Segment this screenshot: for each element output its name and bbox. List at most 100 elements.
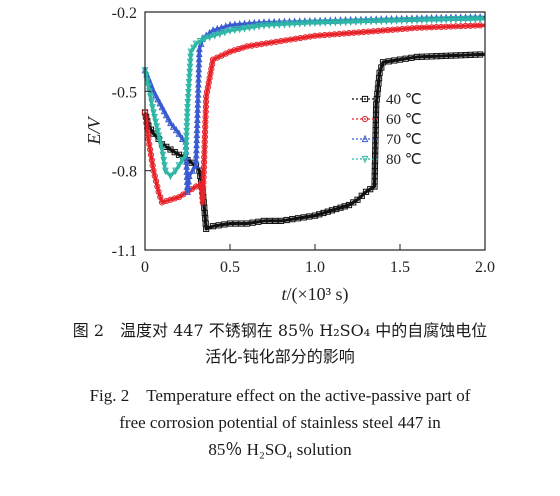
data-point (195, 74, 202, 83)
caption-en-line3: 85％ H₂SO₄ solution (208, 440, 352, 459)
data-point (413, 16, 421, 25)
y-axis-label: E/V (84, 116, 104, 146)
data-point (192, 183, 200, 190)
data-point (457, 15, 465, 24)
data-point (291, 20, 298, 29)
data-point (148, 98, 155, 107)
data-point (347, 18, 355, 27)
data-point (358, 192, 365, 199)
data-point (239, 44, 246, 51)
y-tick-label: -0.2 (112, 5, 137, 22)
data-point (193, 125, 201, 134)
data-point (195, 49, 203, 58)
legend-label: 40 ℃ (386, 92, 422, 108)
data-point (189, 166, 196, 174)
data-point (149, 104, 156, 112)
data-point (194, 95, 202, 103)
data-point (354, 196, 361, 203)
data-point (372, 17, 380, 26)
data-point (226, 27, 234, 35)
data-point (153, 123, 161, 131)
series-line (143, 52, 486, 231)
data-point (192, 155, 200, 164)
data-point (158, 102, 166, 111)
data-point (341, 203, 348, 210)
x-tick-label: 1.0 (305, 259, 325, 276)
tick-layer: 0 0.5 1.0 1.5 2.0 -1.1 -0.8 -0.5 -0.2 (112, 5, 495, 276)
data-point (143, 77, 151, 86)
data-point (193, 115, 201, 123)
data-point (185, 171, 193, 180)
data-point (169, 122, 177, 130)
data-point (383, 17, 390, 26)
data-point (185, 176, 193, 185)
data-point (275, 21, 283, 29)
data-point (195, 54, 203, 63)
data-point (442, 16, 450, 24)
data-point (231, 26, 239, 35)
data-point (423, 16, 431, 25)
data-point (175, 194, 183, 201)
data-point (255, 22, 263, 31)
series-3 (141, 15, 486, 181)
data-point (316, 19, 324, 27)
data-point (342, 18, 349, 27)
data-point (158, 146, 166, 154)
data-point (352, 18, 360, 26)
data-point (281, 21, 288, 29)
data-point (147, 93, 154, 102)
data-point (167, 196, 174, 203)
x-axis-label-unit: /(×10³ s) (286, 284, 348, 305)
legend-marker (361, 115, 369, 123)
data-point (236, 25, 244, 34)
chart: 0 0.5 1.0 1.5 2.0 -1.1 -0.8 -0.5 -0.2 40 ℃ 60 ℃ 70… (84, 5, 495, 305)
data-point (145, 82, 152, 91)
data-point (476, 15, 484, 24)
data-point (206, 33, 213, 42)
legend-item: 70 ℃ (352, 132, 422, 148)
legend: 40 ℃ 60 ℃ 70 ℃ 80 ℃ (352, 92, 422, 168)
data-point (192, 40, 200, 49)
data-point (196, 37, 204, 46)
data-point (155, 188, 162, 195)
data-point (184, 187, 191, 195)
data-point (301, 20, 309, 28)
x-tick-label: 0 (141, 259, 149, 276)
data-point (393, 17, 400, 25)
data-point (403, 17, 411, 25)
data-point (195, 64, 203, 73)
data-point (194, 105, 201, 113)
data-point (192, 160, 200, 169)
data-point (316, 211, 323, 218)
data-point (179, 156, 186, 165)
data-point (357, 18, 365, 26)
x-tick-label: 2.0 (475, 259, 495, 276)
data-point (221, 28, 229, 37)
data-point (165, 114, 172, 123)
data-point (241, 25, 248, 33)
data-point (270, 21, 278, 30)
series-layer (141, 12, 486, 232)
data-point (162, 167, 169, 176)
series-1 (141, 22, 486, 206)
data-point (447, 16, 455, 24)
data-point (155, 132, 163, 141)
data-point (194, 80, 202, 88)
data-point (190, 44, 197, 53)
data-point (154, 127, 162, 136)
data-point (167, 172, 174, 181)
data-point (162, 110, 170, 119)
legend-label: 60 ℃ (386, 112, 422, 128)
data-point (388, 17, 395, 26)
data-point (172, 125, 180, 134)
series-0 (141, 51, 486, 232)
caption-cn-line1: 图 2 温度对 447 不锈钢在 85％ H₂SO₄ 中的自腐蚀电位 (72, 321, 488, 340)
data-point (152, 118, 159, 127)
data-point (337, 18, 344, 27)
data-point (201, 35, 208, 43)
data-point (163, 197, 170, 205)
data-point (231, 47, 238, 54)
data-point (193, 130, 201, 139)
data-point (194, 110, 201, 118)
data-point (306, 19, 314, 28)
